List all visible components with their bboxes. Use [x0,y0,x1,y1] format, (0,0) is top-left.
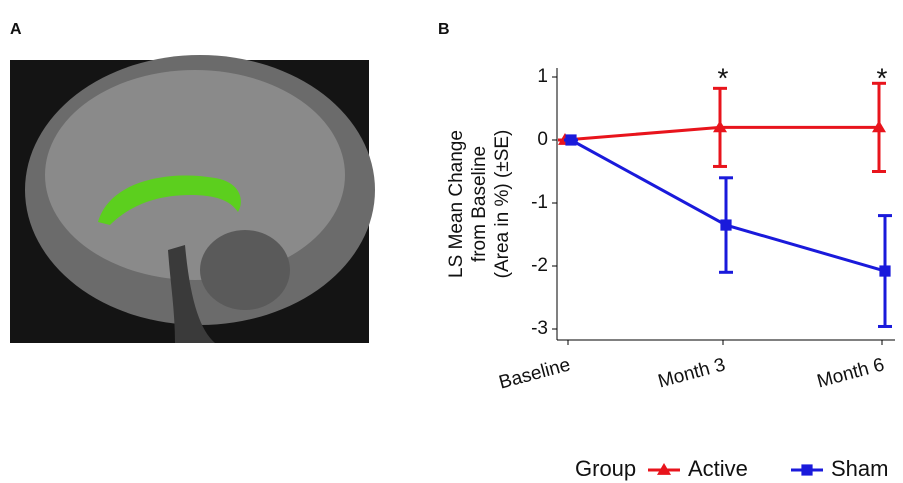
point [565,134,576,145]
y-axis-label-line: LS Mean Change [446,130,467,278]
y-axis-label-line: (Area in %) (±SE) [492,130,513,279]
annotation: * [877,62,888,93]
point [720,219,731,230]
legend-title: Group [575,456,636,481]
x-tick-label: Month 6 [815,354,887,392]
panel-label: B [438,21,450,38]
legend-label: Active [688,456,748,481]
y-tick-label: 1 [537,66,548,87]
point [879,265,890,276]
figure: A B -3 -2 -1 0 1 Baseline Month 3 Month 6 LS Mea… [0,0,903,483]
y-tick-label: -3 [531,318,548,339]
legend-marker [801,464,812,475]
series-line [571,140,885,271]
y-tick-label: 0 [537,129,548,150]
y-tick-label: -2 [531,255,548,276]
panel-label: A [10,21,22,38]
legend-label: Sham [831,456,888,481]
annotation: * [718,62,729,93]
x-tick-label: Month 3 [656,354,728,392]
y-axis-label-line: from Baseline [469,146,490,262]
mri-image [10,55,375,343]
x-tick-label: Baseline [497,354,573,393]
y-tick-label: -1 [531,192,548,213]
